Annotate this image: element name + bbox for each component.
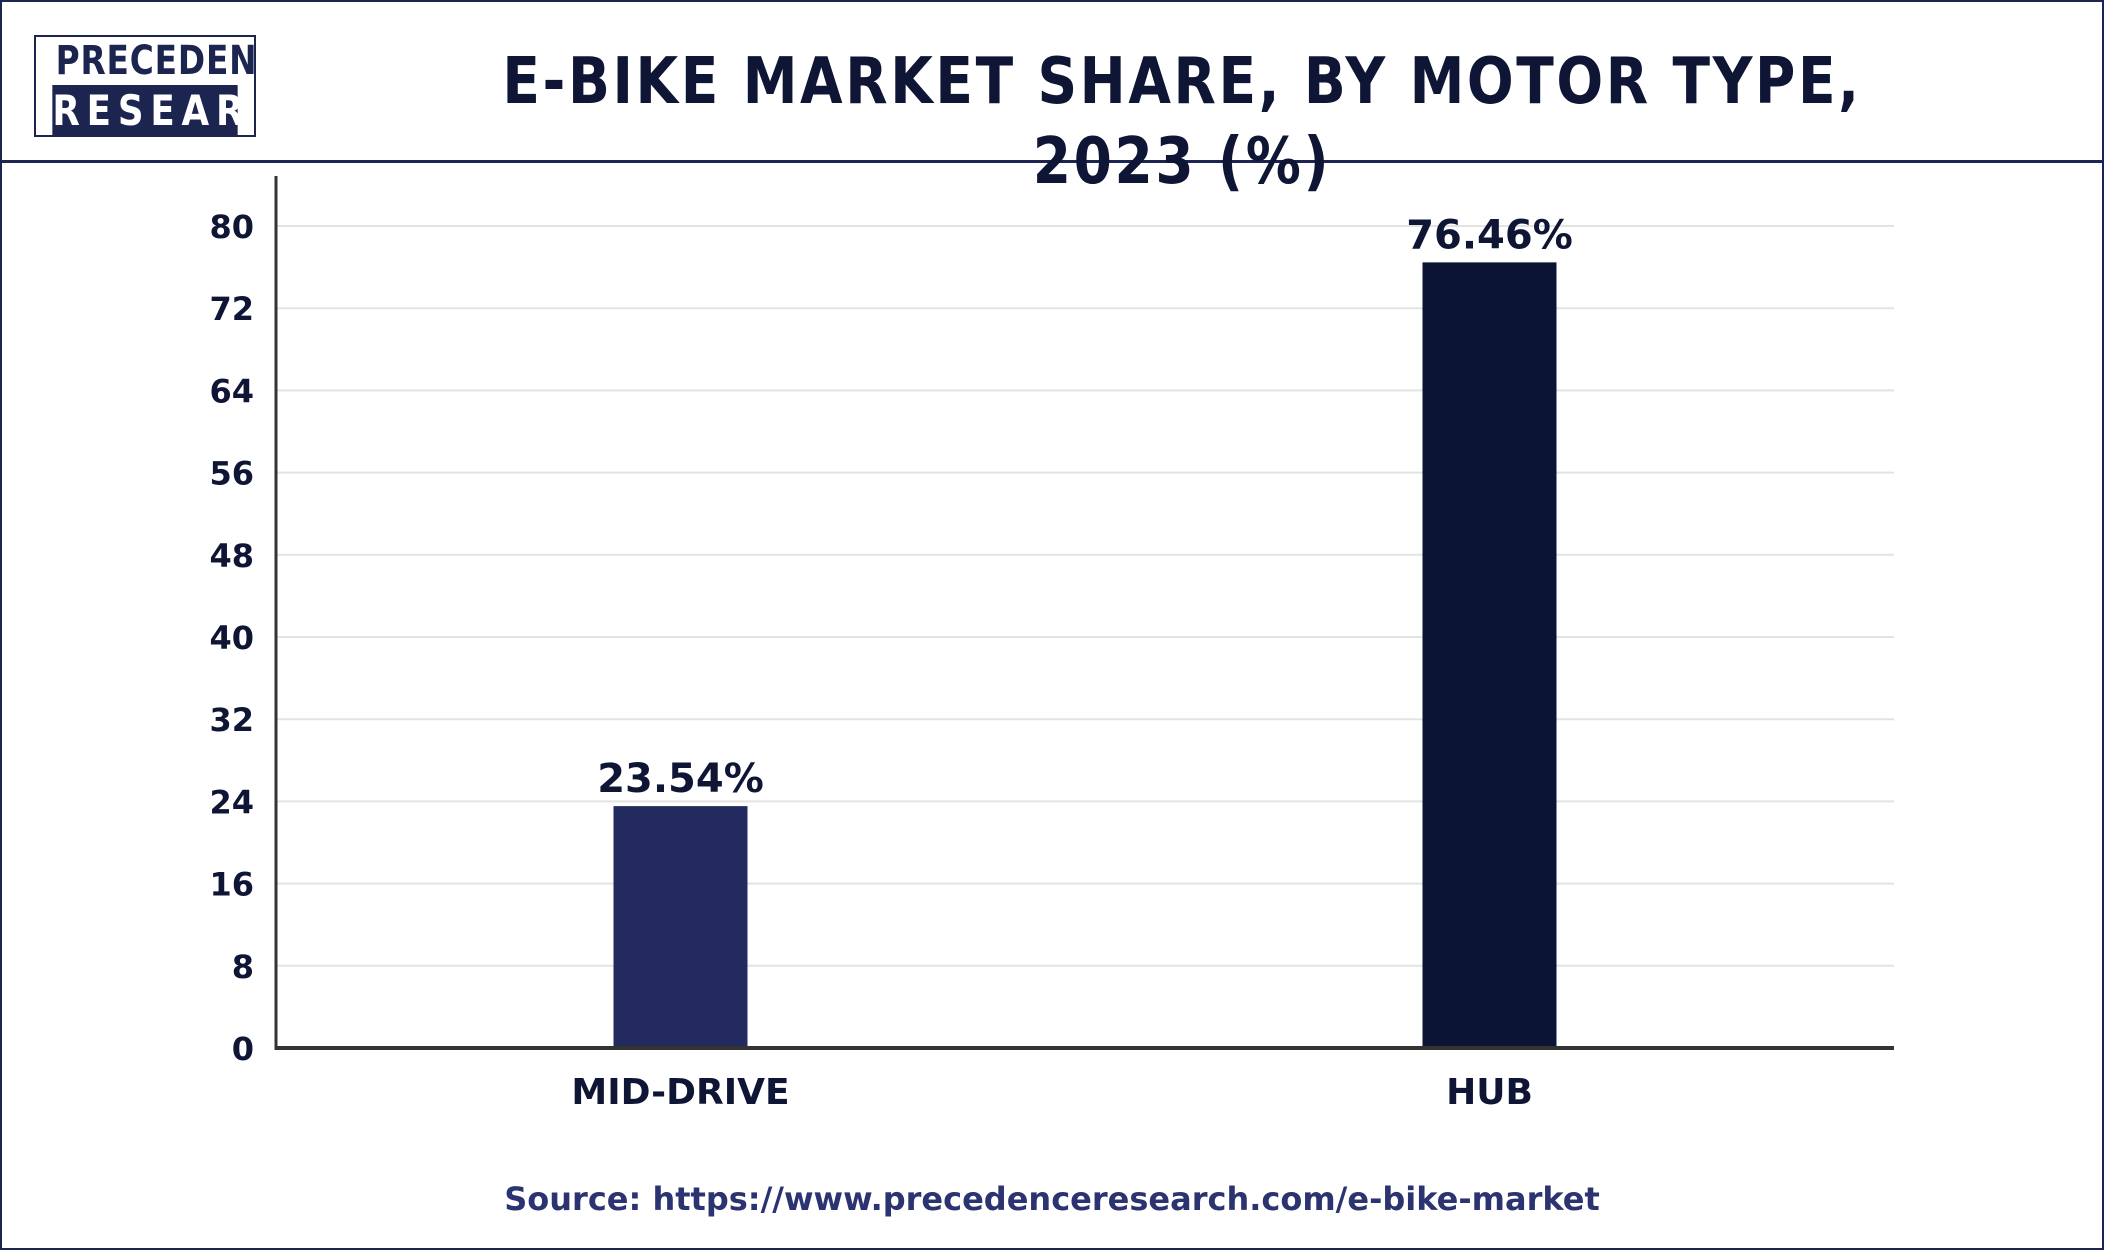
x-tick-label: HUB — [1446, 1072, 1533, 1113]
y-tick-label: 16 — [209, 866, 254, 904]
y-tick-label: 80 — [209, 208, 254, 246]
header: PRECEDENCE RESEARCH E-BIKE MARKET SHARE,… — [2, 2, 2102, 199]
precedence-research-logo: PRECEDENCE RESEARCH — [34, 35, 256, 137]
gridlines — [276, 225, 1894, 967]
bar-mid-drive — [613, 806, 748, 1048]
x-tick-label: MID-DRIVE — [571, 1072, 789, 1113]
axes — [274, 176, 1894, 1050]
y-tick-label: 24 — [209, 783, 254, 821]
y-tick-label: 0 — [232, 1030, 254, 1068]
logo-wordmark-top: PRECEDENCE — [55, 37, 256, 85]
data-label: 76.46% — [1406, 212, 1573, 258]
y-tick-label: 40 — [209, 619, 254, 657]
bar-chart: 0 8 16 24 32 40 48 56 64 72 80 23.54% MID-DRIVE 76.4… — [209, 176, 1894, 1113]
source-citation: Source: https://www.precedenceresearch.c… — [504, 1180, 1600, 1218]
logo-wordmark-bottom: RESEARCH — [52, 85, 254, 135]
labels: 23.54% MID-DRIVE 76.46% HUB — [571, 212, 1572, 1113]
y-tick-label: 64 — [209, 372, 254, 410]
bars — [613, 262, 1557, 1048]
y-tick-label: 32 — [209, 701, 254, 739]
y-tick-label: 72 — [209, 290, 254, 328]
data-label: 23.54% — [597, 756, 764, 802]
y-axis-ticks: 0 8 16 24 32 40 48 56 64 72 80 — [209, 208, 254, 1068]
y-tick-label: 56 — [209, 455, 254, 493]
chart-title: E-BIKE MARKET SHARE, BY MOTOR TYPE, 2023… — [502, 45, 1862, 199]
y-tick-label: 48 — [209, 537, 254, 575]
bar-hub — [1422, 262, 1557, 1048]
y-tick-label: 8 — [232, 948, 254, 986]
